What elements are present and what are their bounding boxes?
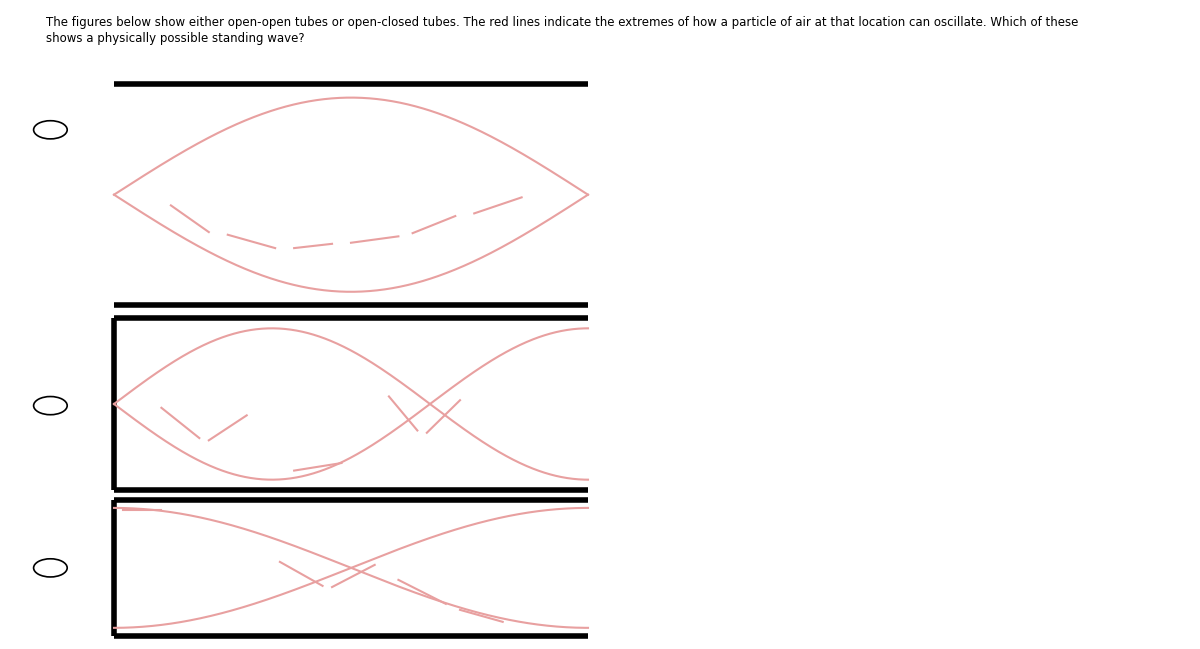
Text: shows a physically possible standing wave?: shows a physically possible standing wav… [46, 32, 305, 45]
Text: The figures below show either open-open tubes or open-closed tubes. The red line: The figures below show either open-open … [46, 16, 1078, 29]
